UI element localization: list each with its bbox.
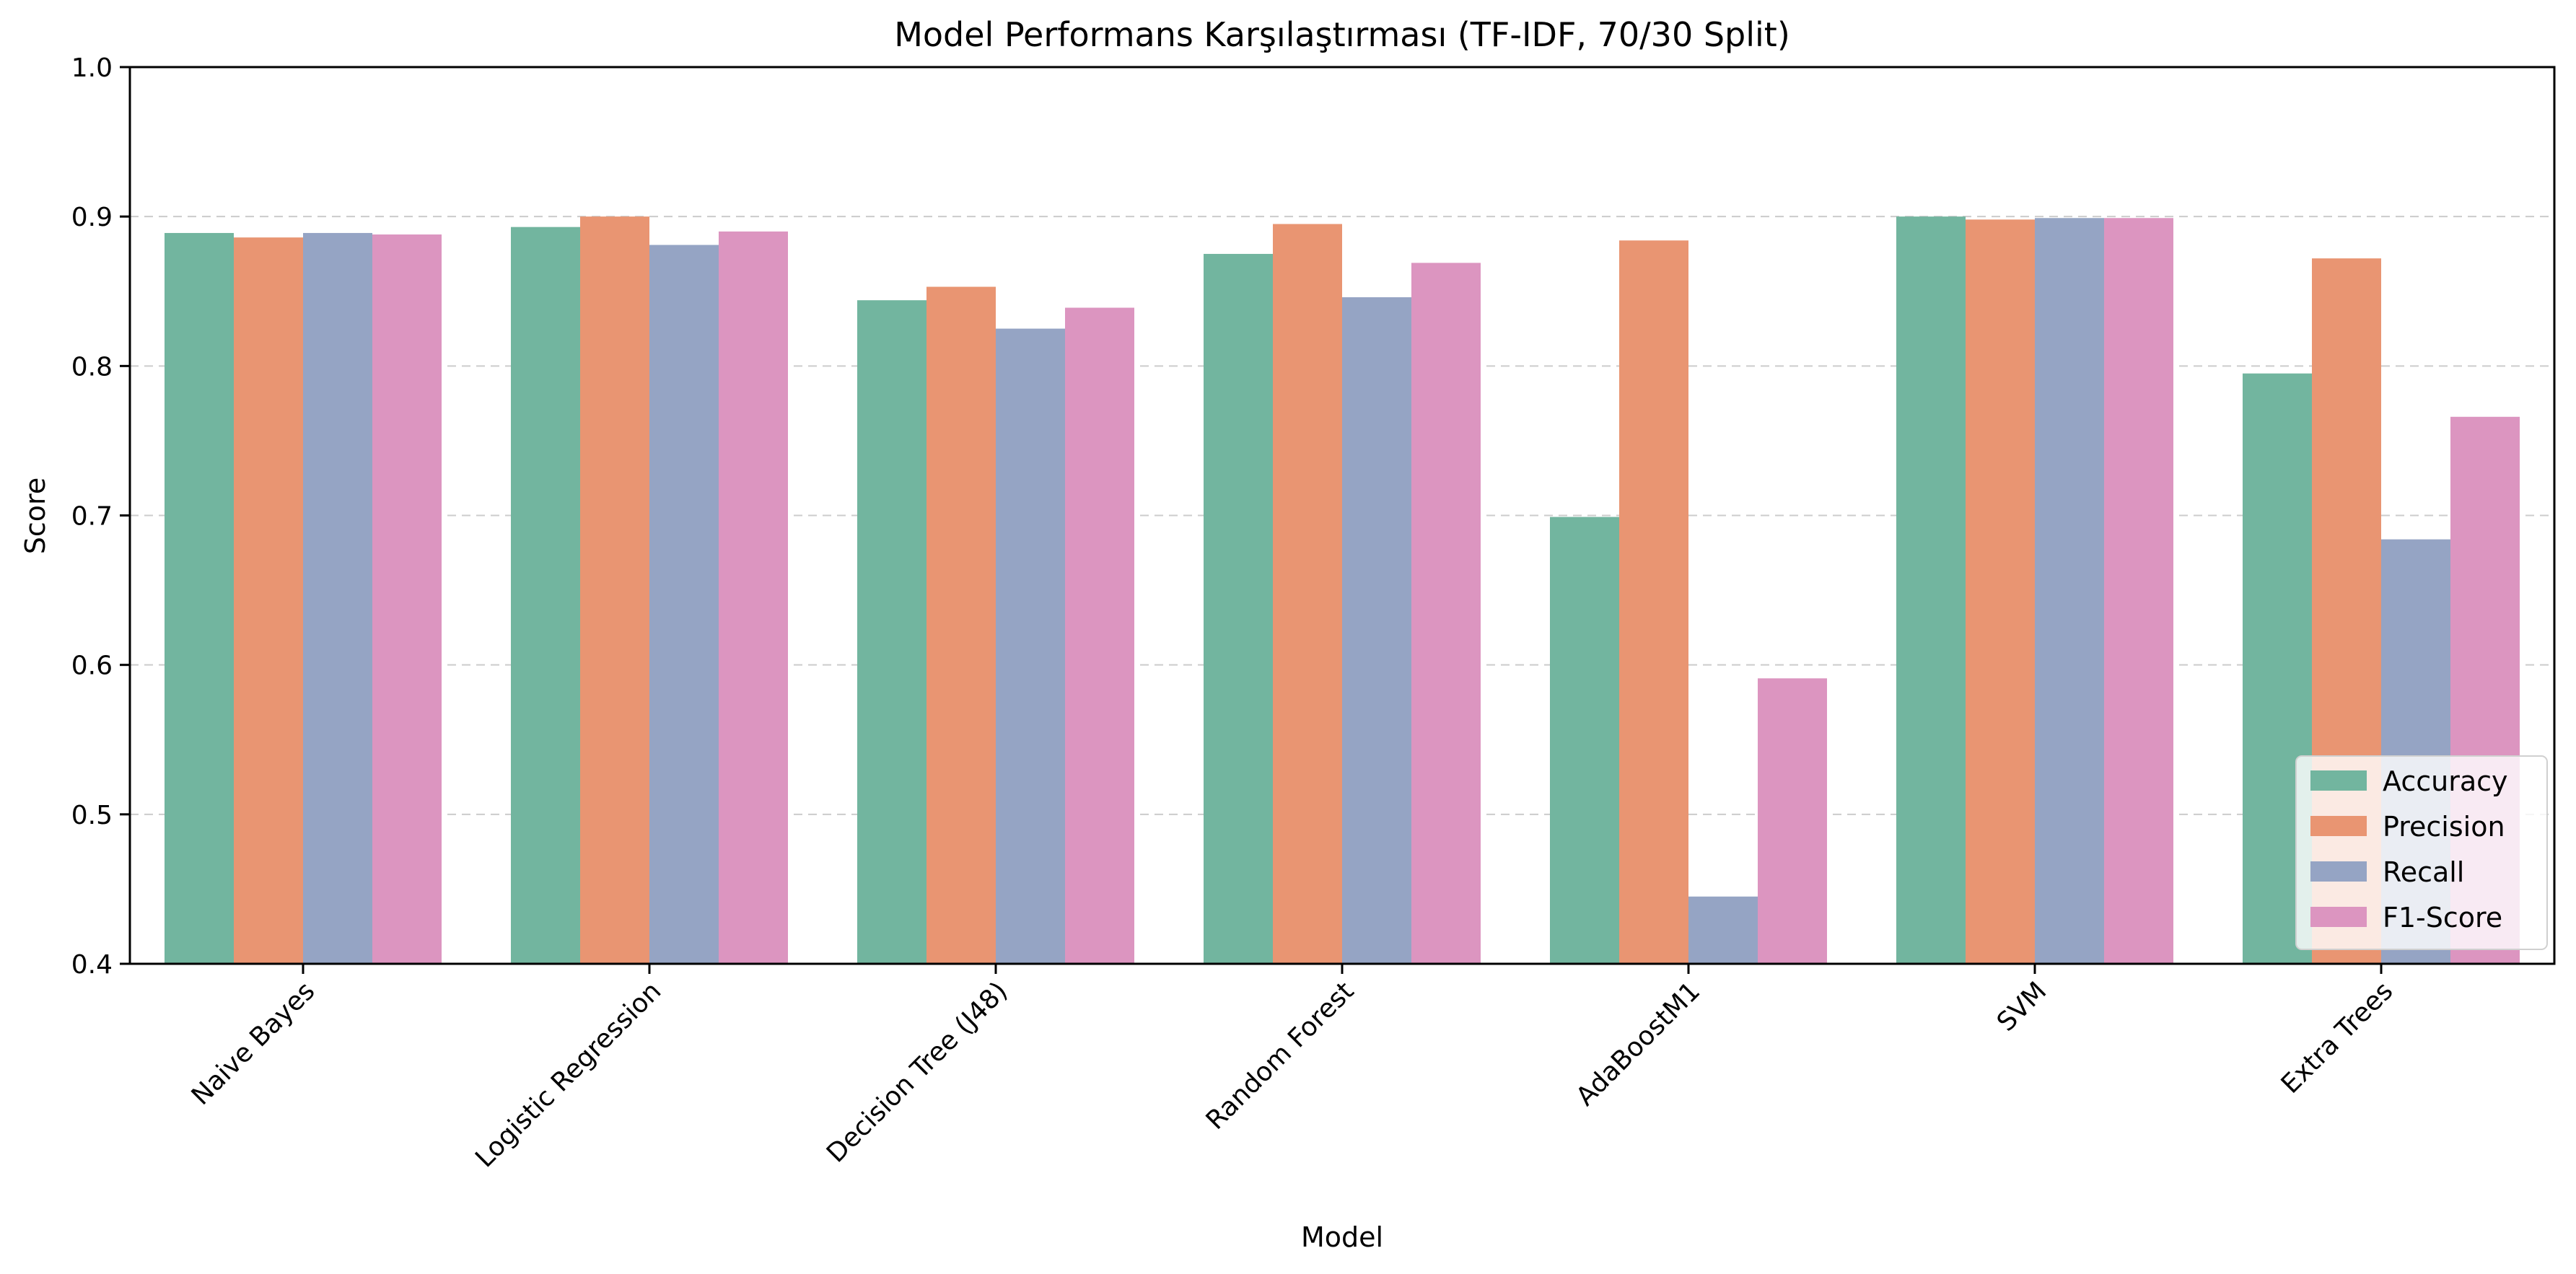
x-axis-label: Model bbox=[1301, 1221, 1383, 1253]
x-tick-label: Random Forest bbox=[1201, 976, 1360, 1135]
y-tick-label: 1.0 bbox=[71, 53, 113, 83]
legend-box bbox=[2295, 755, 2548, 950]
bar-recall-1 bbox=[649, 245, 719, 964]
y-axis-label: Score bbox=[19, 478, 51, 554]
legend-label: Accuracy bbox=[2383, 765, 2508, 797]
bar-accuracy-5 bbox=[1896, 216, 1966, 965]
bar-f1-score-0 bbox=[372, 234, 442, 964]
y-tick-label: 0.5 bbox=[71, 801, 113, 830]
legend-label: Recall bbox=[2383, 856, 2464, 888]
y-tick-label: 0.9 bbox=[71, 203, 113, 232]
bar-recall-2 bbox=[996, 328, 1065, 965]
x-tick-label: Decision Tree (J48) bbox=[821, 976, 1013, 1168]
bar-accuracy-4 bbox=[1550, 517, 1619, 964]
bar-f1-score-4 bbox=[1758, 678, 1827, 964]
bar-precision-2 bbox=[926, 286, 996, 964]
bar-precision-4 bbox=[1619, 240, 1688, 964]
bar-accuracy-2 bbox=[857, 300, 926, 964]
legend-swatch-precision bbox=[2310, 816, 2367, 836]
y-tick-label: 0.6 bbox=[71, 651, 113, 681]
legend: Accuracy Precision Recall F1-Score bbox=[2295, 755, 2548, 950]
bar-recall-3 bbox=[1342, 297, 1411, 965]
y-tick-label: 0.8 bbox=[71, 352, 113, 382]
x-tick-label: SVM bbox=[1992, 976, 2053, 1037]
legend-swatch-f1-score bbox=[2310, 907, 2367, 927]
bars bbox=[165, 216, 2520, 965]
legend-swatch-accuracy bbox=[2310, 770, 2367, 791]
bar-f1-score-1 bbox=[719, 231, 788, 965]
bar-precision-0 bbox=[234, 237, 303, 964]
bar-recall-0 bbox=[303, 232, 372, 965]
legend-swatch-recall bbox=[2310, 861, 2367, 882]
bar-f1-score-3 bbox=[1411, 263, 1481, 965]
bar-accuracy-0 bbox=[165, 232, 234, 965]
legend-label: Precision bbox=[2383, 811, 2505, 843]
chart-title: Model Performans Karşılaştırması (TF-IDF… bbox=[894, 15, 1790, 54]
bar-recall-4 bbox=[1688, 896, 1758, 964]
legend-label: F1-Score bbox=[2383, 902, 2502, 933]
x-tick-label: AdaBoostM1 bbox=[1571, 976, 1707, 1112]
x-tick-label: Naive Bayes bbox=[186, 976, 321, 1111]
x-axis-ticks: Naive Bayes Logistic Regression Decision T… bbox=[186, 964, 2399, 1174]
x-tick-label: Logistic Regression bbox=[470, 976, 667, 1173]
bar-precision-3 bbox=[1273, 224, 1342, 964]
bar-accuracy-3 bbox=[1204, 253, 1273, 964]
bar-recall-5 bbox=[2035, 218, 2104, 965]
y-tick-label: 0.7 bbox=[71, 502, 113, 532]
bar-precision-1 bbox=[580, 216, 649, 965]
bar-accuracy-1 bbox=[511, 227, 580, 964]
y-tick-label: 0.4 bbox=[71, 950, 113, 980]
bar-f1-score-2 bbox=[1065, 307, 1134, 964]
bar-f1-score-5 bbox=[2104, 218, 2173, 965]
x-tick-label: Extra Trees bbox=[2276, 976, 2399, 1099]
bar-precision-5 bbox=[1966, 219, 2035, 964]
y-axis-ticks: 0.4 0.5 0.6 0.7 0.8 0.9 1.0 bbox=[71, 53, 130, 980]
